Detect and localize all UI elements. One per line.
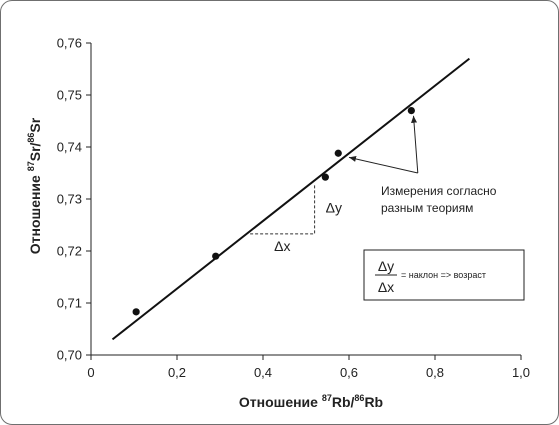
annotation-line-2: разным теориям: [381, 201, 473, 215]
annotation-line-1: Измерения согласно: [381, 184, 497, 198]
y-tick-label: 0,75: [57, 88, 82, 103]
data-point: [212, 252, 220, 260]
y-tick-label: 0,72: [57, 244, 82, 259]
y-axis-title: Отношение 87Sr/86Sr: [26, 117, 43, 254]
y-tick-label: 0,76: [57, 36, 82, 51]
x-tick-label: 1,0: [512, 365, 530, 380]
formula-numerator: Δy: [378, 258, 394, 274]
formula-denominator: Δx: [378, 279, 394, 295]
data-point: [132, 308, 140, 316]
annotation-arrow-2: [411, 115, 419, 174]
delta-y-label: Δy: [326, 200, 342, 216]
x-tick-label: 0,4: [254, 365, 272, 380]
y-ticks: 0,70 0,71 0,72 0,73 0,74 0,75 0,76: [57, 36, 91, 363]
data-points: [132, 107, 415, 316]
y-tick-label: 0,70: [57, 348, 82, 363]
formula-text: = наклон => возраст: [401, 270, 486, 280]
formula-box: Δy Δx = наклон => возраст: [363, 249, 525, 301]
annotation-arrow-1: [348, 156, 418, 174]
x-tick-label: 0,6: [340, 365, 358, 380]
annotation: Измерения согласно разным теориям: [348, 115, 497, 215]
data-point: [407, 107, 415, 115]
data-point: [321, 173, 329, 181]
delta-x-label: Δx: [274, 238, 290, 254]
slope-triangle: [250, 183, 316, 235]
x-ticks: 0 0,2 0,4 0,6 0,8 1,0: [87, 355, 530, 380]
y-tick-label: 0,71: [57, 296, 82, 311]
x-axis-title: Отношение 87Rb/86Rb: [239, 393, 383, 410]
data-point: [334, 149, 342, 157]
y-tick-label: 0,74: [57, 140, 82, 155]
y-tick-label: 0,73: [57, 192, 82, 207]
fit-line: [111, 57, 471, 341]
x-tick-label: 0: [87, 365, 94, 380]
axes: [90, 43, 521, 356]
x-tick-label: 0,8: [426, 365, 444, 380]
x-tick-label: 0,2: [168, 365, 186, 380]
